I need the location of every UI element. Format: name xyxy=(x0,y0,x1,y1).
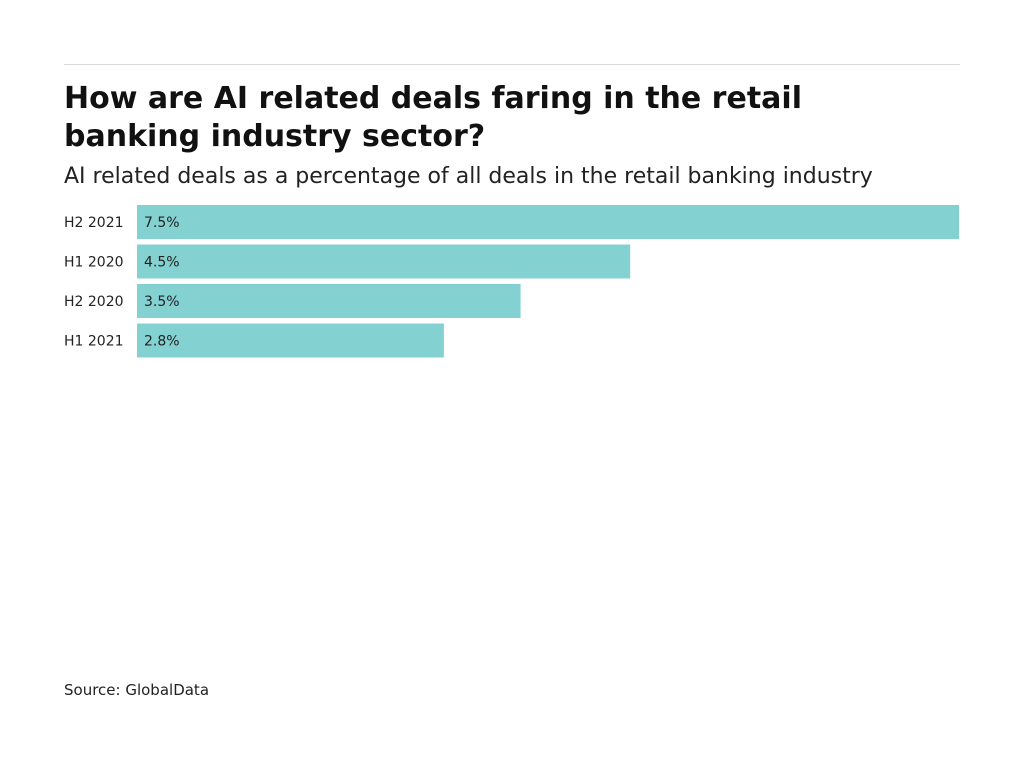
category-label: H1 2020 xyxy=(64,255,124,271)
bar-h2-2021 xyxy=(137,205,959,239)
value-label: 3.5% xyxy=(144,294,180,310)
value-label: 7.5% xyxy=(144,215,180,231)
source-note: Source: GlobalData xyxy=(64,681,210,699)
chart-title: How are AI related deals faring in the r… xyxy=(64,81,802,154)
value-label: 4.5% xyxy=(144,255,180,271)
category-label: H1 2021 xyxy=(64,334,124,350)
chart-subtitle: AI related deals as a percentage of all … xyxy=(64,164,873,189)
bar-h1-2021 xyxy=(137,323,444,358)
bar-h2-2020 xyxy=(137,284,521,318)
top-divider xyxy=(64,64,960,65)
category-label: H2 2021 xyxy=(64,215,124,231)
value-label: 2.8% xyxy=(144,334,180,350)
category-label: H2 2020 xyxy=(64,294,124,310)
bar-h1-2020 xyxy=(137,244,631,279)
